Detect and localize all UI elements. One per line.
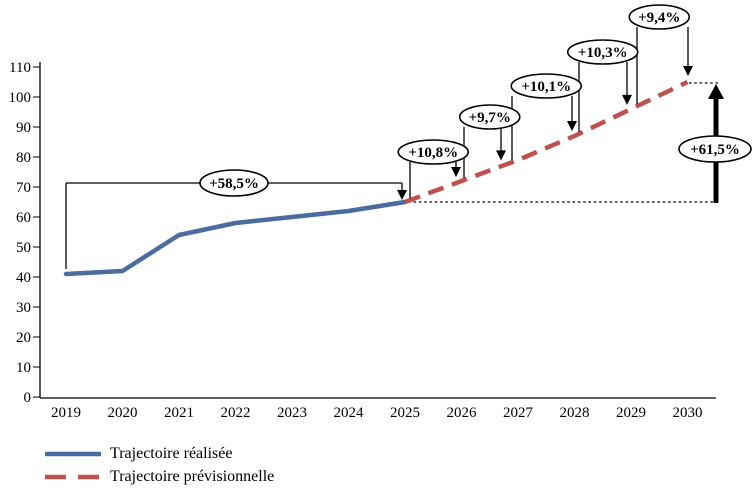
forecast-trajectory-line	[404, 79, 689, 205]
y-tick-label: 30	[16, 300, 31, 316]
x-tick-label: 2029	[616, 405, 646, 421]
yearly-increase-label: +9,4%	[638, 10, 680, 26]
annotation-arrowhead-icon	[622, 94, 632, 105]
annotation-arrowhead-icon	[496, 150, 506, 161]
y-tick-label: 40	[16, 270, 31, 286]
realized-increase-label: +58,5%	[209, 176, 259, 192]
x-tick-label: 2027	[503, 405, 534, 421]
y-tick-label: 100	[9, 90, 32, 106]
realized-line-sample-icon	[45, 451, 101, 456]
x-tick-label: 2024	[334, 405, 365, 421]
yearly-increase-ellipse	[510, 73, 583, 99]
total-increase-arrowhead-icon	[708, 84, 724, 99]
y-tick-label: 70	[16, 180, 31, 196]
x-tick-label: 2025	[390, 405, 420, 421]
yearly-increase-label: +9,7%	[469, 110, 511, 126]
yearly-increase-label: +10,3%	[578, 45, 628, 61]
x-tick-label: 2021	[164, 405, 194, 421]
yearly-increase-ellipse	[566, 39, 639, 65]
y-tick-label: 90	[16, 120, 31, 136]
yearly-increase-label: +10,8%	[408, 145, 458, 161]
yearly-increase-label: +10,1%	[521, 79, 571, 95]
x-tick-label: 2026	[447, 405, 478, 421]
y-tick-label: 60	[16, 210, 31, 226]
legend-item-realized: Trajectoire réalisée	[44, 442, 274, 465]
annotation-arrowhead-icon	[451, 167, 461, 178]
yearly-increase-ellipse	[628, 4, 691, 30]
legend-item-forecast: Trajectoire prévisionnelle	[44, 465, 274, 488]
y-tick-label: 10	[16, 360, 31, 376]
x-tick-label: 2028	[560, 405, 590, 421]
y-tick-label: 110	[9, 60, 31, 76]
forecast-total-increase-label: +61,5%	[690, 142, 740, 158]
x-tick-label: 2020	[108, 405, 138, 421]
yearly-increase-ellipse	[458, 104, 521, 130]
realized-increase-ellipse	[199, 169, 269, 197]
x-tick-label: 2023	[277, 405, 307, 421]
x-tick-label: 2019	[51, 405, 81, 421]
annotation-arrowhead-icon	[683, 66, 693, 76]
annotation-arrowhead-icon	[567, 121, 577, 132]
y-tick-label: 80	[16, 150, 31, 166]
legend: Trajectoire réalisée Trajectoire prévisi…	[44, 442, 274, 488]
realized-trajectory-line	[63, 199, 408, 277]
y-tick-label: 0	[24, 390, 32, 406]
x-tick-label: 2030	[673, 405, 703, 421]
y-tick-label: 50	[16, 240, 31, 256]
y-tick-label: 20	[16, 330, 31, 346]
bracket-arrowhead-icon	[397, 190, 407, 200]
forecast-line-sample-icon	[45, 474, 101, 479]
forecast-total-increase-ellipse	[678, 135, 752, 163]
yearly-increase-ellipse	[397, 139, 470, 165]
legend-label-realized: Trajectoire réalisée	[110, 444, 233, 462]
x-tick-label: 2022	[221, 405, 251, 421]
legend-label-forecast: Trajectoire prévisionnelle	[110, 467, 275, 485]
